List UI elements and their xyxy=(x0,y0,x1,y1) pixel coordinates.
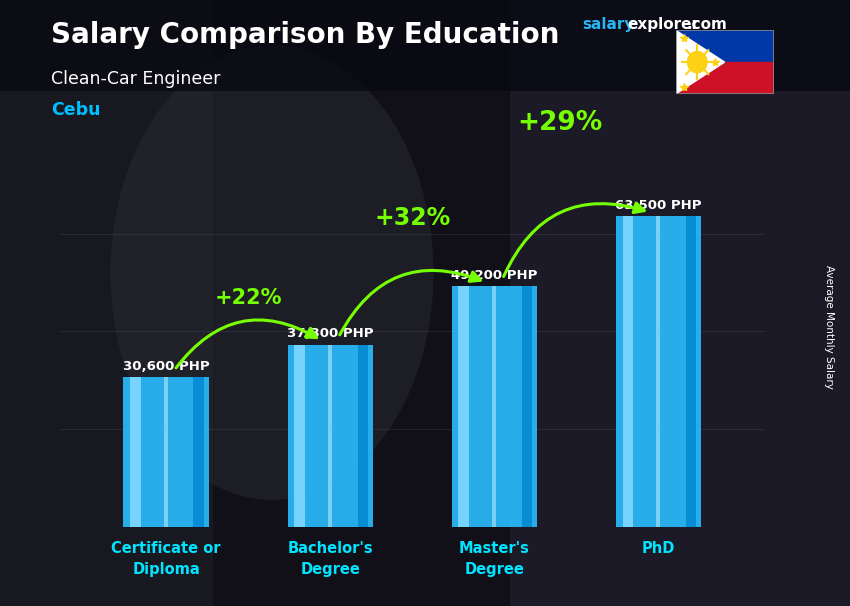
Text: +32%: +32% xyxy=(374,206,450,230)
Bar xyxy=(622,216,632,527)
Text: salary: salary xyxy=(582,17,635,32)
Bar xyxy=(0,0,212,606)
Bar xyxy=(164,378,168,527)
Bar xyxy=(656,216,660,527)
Bar xyxy=(328,345,332,527)
Bar xyxy=(522,287,532,527)
Bar xyxy=(492,287,496,527)
Bar xyxy=(510,0,850,606)
Bar xyxy=(676,62,774,94)
Bar xyxy=(130,378,140,527)
Bar xyxy=(0,0,850,91)
Bar xyxy=(615,216,701,527)
Text: 30,600 PHP: 30,600 PHP xyxy=(123,359,209,373)
Bar xyxy=(123,378,209,527)
Text: +22%: +22% xyxy=(214,288,282,308)
Text: Cebu: Cebu xyxy=(51,101,100,119)
Text: 63,500 PHP: 63,500 PHP xyxy=(615,199,701,211)
Text: Average Monthly Salary: Average Monthly Salary xyxy=(824,265,834,389)
Bar xyxy=(686,216,696,527)
Polygon shape xyxy=(676,30,724,94)
Text: 37,300 PHP: 37,300 PHP xyxy=(287,327,373,340)
Bar xyxy=(676,30,774,62)
Text: explorer: explorer xyxy=(627,17,700,32)
Bar xyxy=(358,345,368,527)
Bar xyxy=(458,287,468,527)
Text: .com: .com xyxy=(687,17,728,32)
Bar xyxy=(294,345,304,527)
Bar xyxy=(451,287,537,527)
Circle shape xyxy=(688,52,707,73)
Text: 49,200 PHP: 49,200 PHP xyxy=(451,268,537,282)
Text: Salary Comparison By Education: Salary Comparison By Education xyxy=(51,21,559,49)
Text: +29%: +29% xyxy=(518,110,603,136)
Ellipse shape xyxy=(110,45,434,500)
Bar xyxy=(287,345,373,527)
Bar xyxy=(194,378,204,527)
Text: Clean-Car Engineer: Clean-Car Engineer xyxy=(51,70,220,88)
